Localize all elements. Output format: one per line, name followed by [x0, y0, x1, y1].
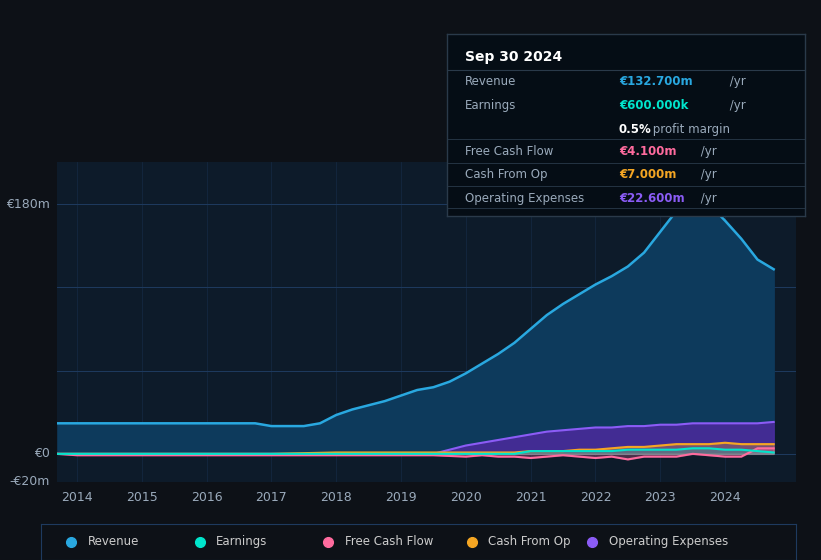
Text: 2018: 2018 — [320, 491, 352, 504]
Text: 2020: 2020 — [450, 491, 482, 504]
Text: /yr: /yr — [726, 99, 745, 112]
Text: €22.600m: €22.600m — [619, 192, 685, 205]
Text: 2016: 2016 — [190, 491, 222, 504]
Text: 2024: 2024 — [709, 491, 741, 504]
Text: Revenue: Revenue — [466, 76, 516, 88]
Text: €7.000m: €7.000m — [619, 169, 677, 181]
Text: profit margin: profit margin — [649, 123, 730, 136]
Text: 0.5%: 0.5% — [619, 123, 652, 136]
Text: €600.000k: €600.000k — [619, 99, 688, 112]
Text: Operating Expenses: Operating Expenses — [466, 192, 585, 205]
Text: €0: €0 — [34, 447, 50, 460]
Text: €180m: €180m — [7, 198, 50, 211]
Text: Earnings: Earnings — [216, 535, 268, 548]
Text: Revenue: Revenue — [88, 535, 140, 548]
Text: 2017: 2017 — [255, 491, 287, 504]
Text: €4.100m: €4.100m — [619, 144, 677, 157]
Text: Operating Expenses: Operating Expenses — [609, 535, 728, 548]
Text: Sep 30 2024: Sep 30 2024 — [466, 50, 562, 64]
Text: 2019: 2019 — [385, 491, 417, 504]
Text: /yr: /yr — [698, 169, 718, 181]
Text: 2023: 2023 — [644, 491, 676, 504]
Text: -€20m: -€20m — [10, 475, 50, 488]
Text: 2022: 2022 — [580, 491, 612, 504]
Text: /yr: /yr — [698, 192, 718, 205]
Text: Free Cash Flow: Free Cash Flow — [466, 144, 553, 157]
Text: Cash From Op: Cash From Op — [488, 535, 571, 548]
Text: 2014: 2014 — [61, 491, 93, 504]
Text: 2015: 2015 — [126, 491, 158, 504]
Text: /yr: /yr — [698, 144, 718, 157]
Text: /yr: /yr — [726, 76, 745, 88]
Text: Cash From Op: Cash From Op — [466, 169, 548, 181]
Text: €132.700m: €132.700m — [619, 76, 692, 88]
Text: Earnings: Earnings — [466, 99, 516, 112]
Text: Free Cash Flow: Free Cash Flow — [345, 535, 433, 548]
Text: 2021: 2021 — [515, 491, 547, 504]
